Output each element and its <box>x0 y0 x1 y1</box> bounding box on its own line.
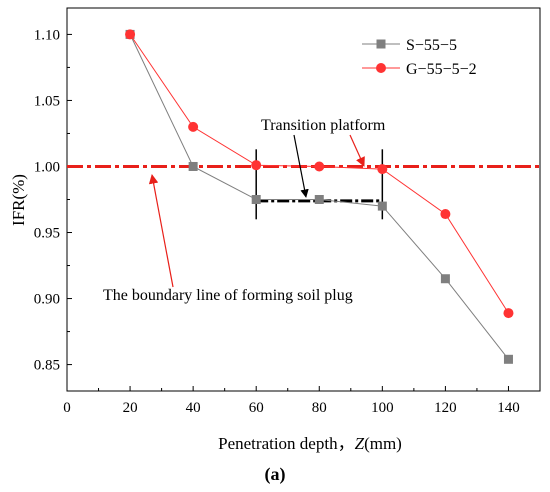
data-point <box>251 195 261 204</box>
y-tick-label: 1.10 <box>34 27 60 43</box>
transition-arrow-down <box>293 134 309 198</box>
x-axis: 0 20 40 60 80 100 120 140 <box>63 386 520 416</box>
x-axis-title-prefix: Penetration depth， <box>218 434 354 453</box>
data-point <box>377 164 388 175</box>
data-point <box>188 121 199 132</box>
x-tick-label: 140 <box>497 400 520 416</box>
data-point <box>125 29 136 40</box>
data-point <box>440 209 451 220</box>
data-point <box>188 161 198 171</box>
legend-marker-g <box>376 63 386 73</box>
x-tick-label: 60 <box>249 400 264 416</box>
legend-marker-s <box>376 39 386 49</box>
boundary-line-label: The boundary line of forming soil plug <box>103 287 353 304</box>
y-axis-title: IFR(%) <box>9 174 28 226</box>
x-tick-label: 40 <box>186 400 201 416</box>
boundary-arrow <box>148 174 174 288</box>
x-tick-label: 0 <box>63 400 71 416</box>
panel-label: (a) <box>265 464 286 485</box>
x-tick-label: 20 <box>123 400 138 416</box>
data-point <box>377 201 387 211</box>
x-tick-label: 80 <box>312 400 327 416</box>
y-tick-label: 0.95 <box>34 226 60 242</box>
x-axis-title-unit: (mm) <box>364 434 402 453</box>
transition-arrow-red <box>349 134 365 167</box>
data-point <box>503 354 513 364</box>
data-point <box>314 161 325 172</box>
y-tick-label: 1.00 <box>34 159 60 175</box>
data-point <box>251 160 262 171</box>
data-point <box>503 308 514 319</box>
data-point <box>440 274 450 284</box>
legend-label-s: S−55−5 <box>406 37 457 54</box>
legend: S−55−5 G−55−5−2 <box>362 37 477 78</box>
y-tick-label: 1.05 <box>34 93 60 109</box>
data-point <box>314 195 324 204</box>
legend-label-g: G−55−5−2 <box>406 61 477 78</box>
x-axis-title-var: Z <box>355 434 365 453</box>
x-axis-title: Penetration depth，Z(mm) <box>218 434 402 453</box>
transition-platform <box>255 149 384 220</box>
y-axis: 0.85 0.90 0.95 1.00 1.05 1.10 <box>34 27 72 374</box>
y-tick-label: 0.90 <box>34 292 60 308</box>
x-tick-label: 100 <box>371 400 394 416</box>
data-series <box>125 29 514 364</box>
transition-platform-label: Transition platform <box>261 117 386 134</box>
y-tick-label: 0.85 <box>34 358 60 374</box>
x-tick-label: 120 <box>434 400 457 416</box>
